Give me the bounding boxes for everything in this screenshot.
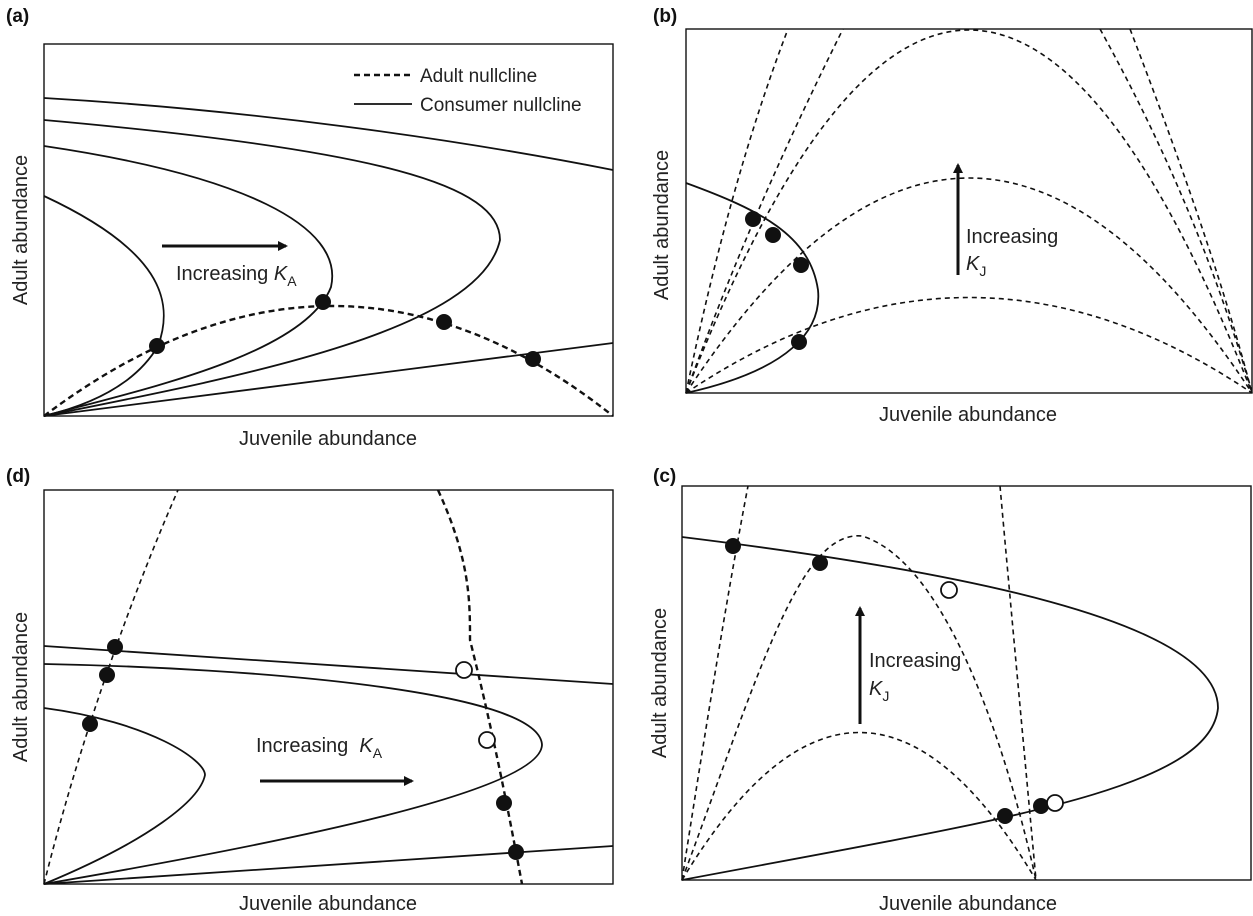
panel-b: (b) Juvenile abundance Adult abundance I…	[651, 6, 1253, 426]
equilibrium-point	[812, 555, 828, 571]
panel-c-label: (c)	[653, 466, 676, 487]
panel-d-frame	[43, 489, 614, 885]
panel-a-ylabel: Adult abundance	[10, 155, 32, 305]
panel-c-annotation-line2: KJ	[869, 678, 889, 704]
panel-b-ylabel: Adult abundance	[651, 150, 673, 300]
unstable-equilibrium-point	[455, 661, 473, 679]
equilibrium-point	[793, 257, 809, 273]
equilibrium-point	[315, 294, 331, 310]
adult-nullcline-4	[685, 28, 789, 394]
equilibrium-point	[765, 227, 781, 243]
panel-a-label: (a)	[6, 6, 29, 27]
consumer-nullcline-1	[43, 195, 165, 417]
panel-b-xlabel: Juvenile abundance	[879, 404, 1057, 426]
panel-c: (c) Juvenile abundance Adult abundance I…	[649, 466, 1252, 915]
adult-nullcline-3	[685, 29, 1253, 394]
equilibrium-point	[436, 314, 452, 330]
panel-b-annotation-line1: Increasing	[966, 226, 1058, 248]
panel-a: (a) Juvenile abundance Adult abundance A…	[6, 6, 614, 450]
panel-c-frame	[681, 485, 1252, 881]
consumer-nullcline-2	[43, 663, 543, 885]
equilibrium-point	[82, 716, 98, 732]
adult-nullcline-5	[685, 28, 844, 394]
equilibrium-point	[508, 844, 524, 860]
consumer-nullcline-1	[43, 645, 614, 685]
unstable-equilibrium-point	[478, 731, 496, 749]
equilibrium-point	[997, 808, 1013, 824]
adult-nullcline-1	[685, 296, 1253, 394]
adult-nullcline-5-right	[1129, 28, 1253, 394]
adult-nullcline-3-right	[999, 485, 1037, 881]
panel-d-xlabel: Juvenile abundance	[239, 893, 417, 915]
panel-a-xlabel: Juvenile abundance	[239, 428, 417, 450]
equilibrium-point	[791, 334, 807, 350]
consumer-nullcline-2	[43, 145, 334, 417]
consumer-nullcline-3	[43, 707, 206, 885]
equilibrium-point	[149, 338, 165, 354]
adult-nullcline-2	[436, 489, 524, 885]
consumer-nullcline	[681, 536, 1219, 881]
equilibrium-point	[99, 667, 115, 683]
equilibrium-point	[1033, 798, 1049, 814]
equilibrium-point	[496, 795, 512, 811]
panel-a-annotation: Increasing KA	[176, 263, 297, 289]
unstable-equilibrium-point	[940, 581, 958, 599]
equilibrium-point	[107, 639, 123, 655]
equilibrium-point	[745, 211, 761, 227]
panel-d-label: (d)	[6, 466, 30, 487]
panel-d: (d) Juvenile abundance Adult abundance I…	[6, 466, 614, 915]
adult-nullcline-2	[685, 177, 1253, 394]
panel-c-annotation-line1: Increasing	[869, 650, 961, 672]
consumer-nullcline-4	[43, 97, 614, 171]
panel-b-frame	[685, 28, 1253, 394]
consumer-nullcline-4	[43, 845, 614, 885]
legend-adult-nullcline-label: Adult nullcline	[420, 66, 537, 87]
panel-a-legend: Adult nullcline Consumer nullcline	[354, 66, 582, 116]
panel-c-ylabel: Adult abundance	[649, 608, 671, 758]
consumer-nullcline-5	[43, 342, 614, 417]
adult-nullcline-1	[681, 731, 1037, 881]
equilibrium-point	[725, 538, 741, 554]
legend-consumer-nullcline-label: Consumer nullcline	[420, 95, 582, 116]
adult-nullcline-4-right	[1099, 28, 1253, 394]
adult-nullcline	[43, 304, 614, 417]
panel-c-xlabel: Juvenile abundance	[879, 893, 1057, 915]
panel-a-frame	[43, 43, 614, 417]
consumer-nullcline-3	[43, 119, 501, 417]
panel-b-annotation-line2: KJ	[966, 253, 986, 279]
panel-d-ylabel: Adult abundance	[10, 612, 32, 762]
equilibrium-point	[525, 351, 541, 367]
panel-b-label: (b)	[653, 6, 677, 27]
unstable-equilibrium-point	[1046, 794, 1064, 812]
consumer-nullcline	[685, 182, 820, 394]
panel-d-annotation: Increasing KA	[256, 735, 383, 761]
